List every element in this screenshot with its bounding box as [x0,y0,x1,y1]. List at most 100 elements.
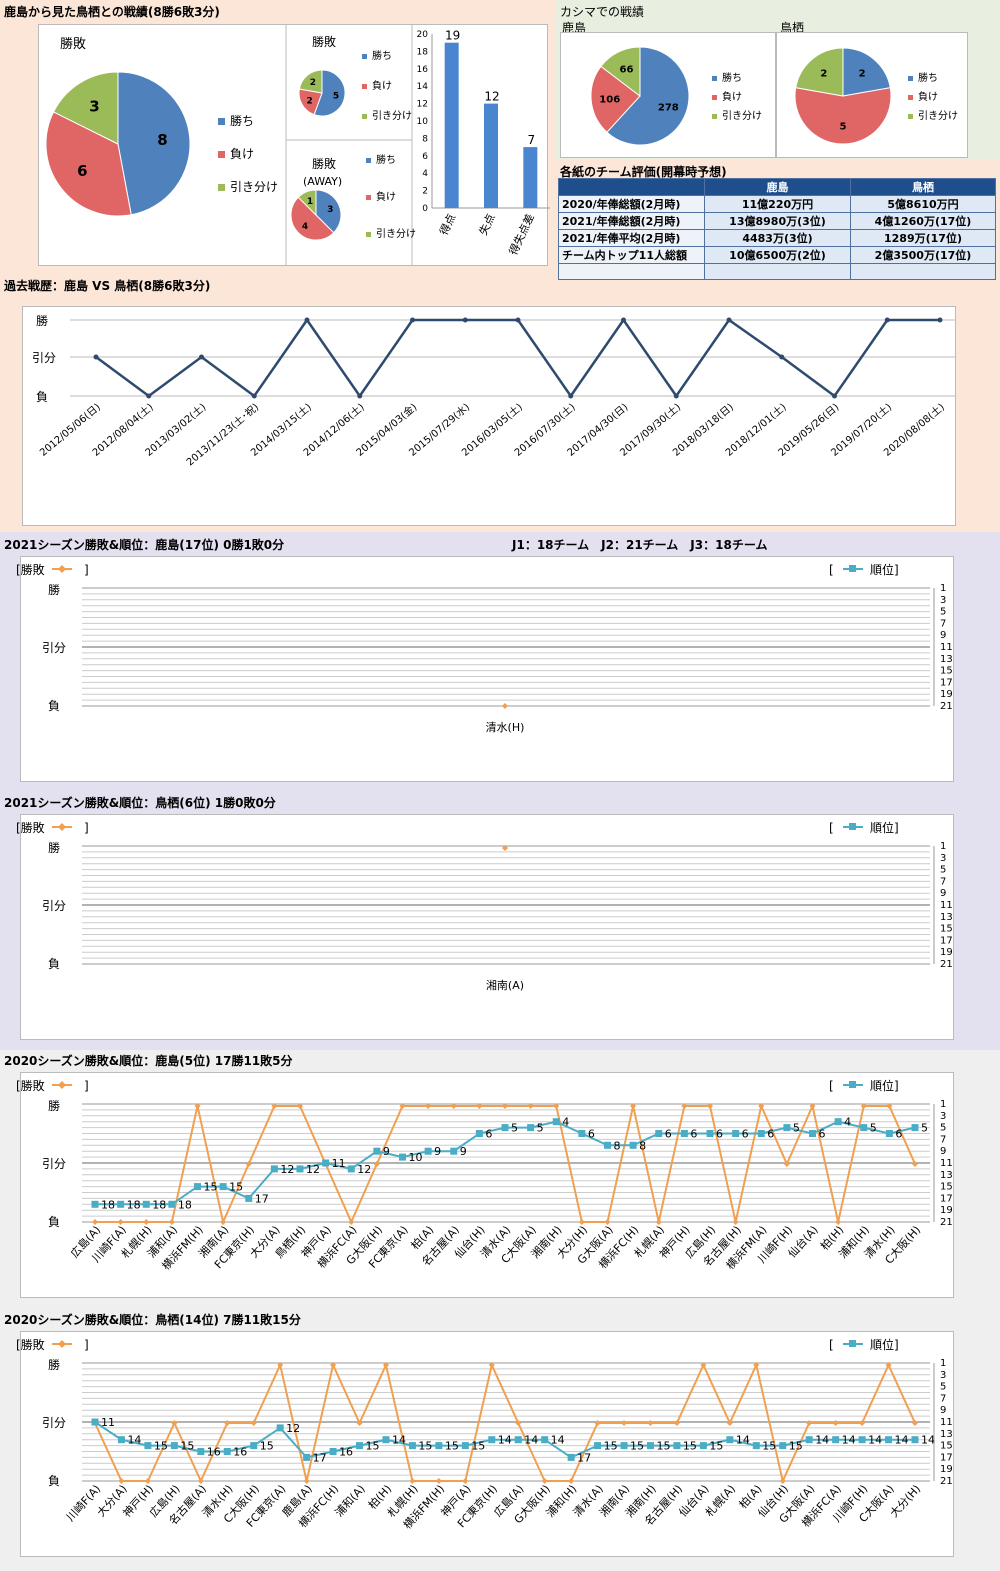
result-legend-marker [58,823,66,831]
rank-value-label: 16 [207,1446,221,1459]
bar-y-tick: 14 [417,82,429,92]
rank-point [646,1442,654,1450]
axis-label-win: 勝 [48,840,60,855]
result-point [348,1219,355,1225]
history-point [251,393,257,399]
result-point [425,1103,432,1109]
rank-tick: 11 [940,1158,953,1169]
rank-value-label: 15 [154,1440,168,1453]
rank-tick: 15 [940,1441,953,1452]
result-point [144,1478,151,1484]
rank-point [809,1130,816,1137]
rank-tick: 7 [940,876,946,887]
history-point [462,317,468,323]
rank-point [620,1442,628,1450]
rank-point [757,1130,765,1137]
history-point [515,317,521,323]
axis-label-win: 勝 [36,313,48,328]
rank-point [424,1147,432,1155]
rank-point [488,1436,496,1444]
rank-point [673,1442,681,1450]
rank-point [732,1130,740,1137]
axis-label-win: 勝 [48,1098,60,1113]
rank-point [726,1436,734,1444]
rank-point [117,1200,125,1208]
rank-tick: 17 [940,1452,953,1463]
pie-slice [290,196,335,241]
rank-point [373,1147,381,1155]
legend-swatch [366,158,371,163]
league-note: J1：18チーム J2：21チーム J3：18チーム [512,538,768,552]
bar-y-tick: 0 [422,204,428,214]
pie-value-label: 6 [77,162,87,180]
eval-label: チーム内トップ11人総額 [558,246,705,264]
rank-tick: 9 [940,1146,946,1157]
eval-cell: 4億1260万(17位) [850,212,996,230]
legend-label: 勝ち [722,71,742,84]
pie-slice [600,46,641,98]
pie-value-label: 4 [302,222,308,232]
match-label: 川崎F(A) [63,1482,103,1524]
rank-point [303,1453,311,1461]
rank-tick: 15 [940,924,953,935]
rank-value-label: 8 [639,1139,646,1152]
result-point [859,1420,866,1426]
table-row: 2021/年俸平均(2月時) 4483万(3位) 1289万(17位) [558,229,996,247]
bar-y-tick: 6 [422,152,428,162]
legend-swatch [218,118,225,125]
result-legend-marker [58,565,66,573]
pie-value-label: 8 [157,131,167,149]
axis-label-loss: 負 [48,1215,60,1229]
rank-tick: 9 [940,888,946,899]
result-point [568,1478,575,1484]
rank-value-label: 15 [204,1181,218,1194]
rank-tick: 19 [940,947,953,958]
axis-label-loss: 負 [48,699,60,713]
result-point [194,1103,201,1109]
result-point [779,1478,786,1484]
rank-value-label: 5 [921,1122,928,1135]
rank-point [655,1130,663,1137]
rank-point [805,1436,813,1444]
history-point [410,317,415,323]
rank-value-label: 10 [409,1151,423,1164]
rank-tick: 21 [940,701,953,712]
result-legend-label: [勝敗 [16,820,45,835]
legend-swatch [362,84,367,89]
rank-tick: 21 [940,1476,953,1487]
result-point [673,1420,680,1426]
pie-value-label: 66 [620,64,634,75]
pie-slice [606,46,690,146]
rank-point [885,1130,893,1137]
result-point [758,1103,765,1109]
rank-value-label: 16 [233,1446,247,1459]
pie-slice [590,65,641,133]
result-point [250,1420,257,1426]
result-point [245,1161,252,1167]
rank-point [450,1147,458,1155]
eval-label: 2020/年俸総額(2月時) [558,195,705,213]
rank-value-label: 6 [819,1128,826,1141]
rank-point [356,1442,364,1450]
rank-tick: 19 [940,1464,953,1475]
rank-point [117,1436,125,1444]
rank-point [578,1130,586,1137]
rank-tick: 13 [940,912,953,923]
rank-point [329,1448,337,1455]
result-point [783,1161,790,1167]
rank-value-label: 14 [524,1434,538,1447]
rank-tick: 3 [940,595,946,606]
rank-point [347,1165,355,1173]
result-legend-close: ] [84,1338,89,1352]
rank-tick: 19 [940,1205,953,1216]
rank-tick: 15 [940,666,953,677]
rank-tick: 9 [940,1405,946,1416]
rank-value-label: 15 [260,1440,274,1453]
rank-value-label: 6 [665,1128,672,1141]
rank-tick: 1 [940,1099,946,1110]
rank-value-label: 11 [101,1416,115,1429]
history-chart-box [22,306,956,526]
rank-tick: 1 [940,583,946,594]
page-title: 鹿島から見た鳥栖との戦績(8勝6敗3分) [4,5,220,19]
